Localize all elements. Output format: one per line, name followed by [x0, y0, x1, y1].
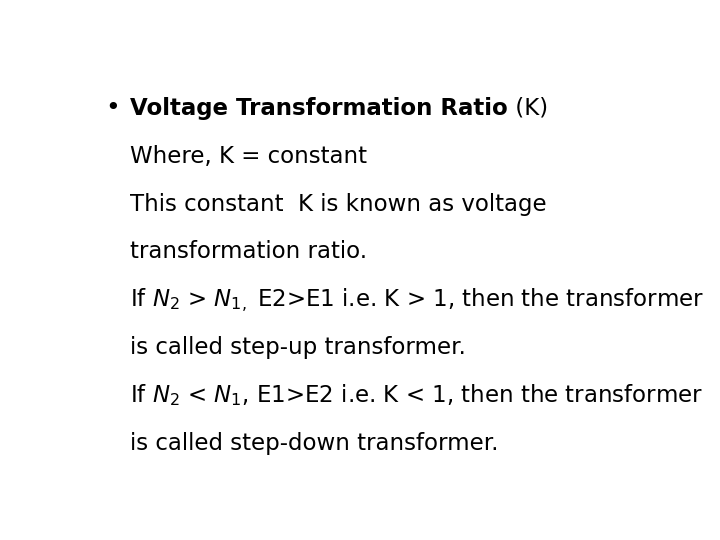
Text: transformation ratio.: transformation ratio.	[130, 240, 367, 264]
Text: is called step-up transformer.: is called step-up transformer.	[130, 336, 466, 359]
Text: Where, K = constant: Where, K = constant	[130, 145, 367, 168]
Text: If $N_2$ < $N_1$, E1>E2 i.e. K < 1, then the transformer: If $N_2$ < $N_1$, E1>E2 i.e. K < 1, then…	[130, 382, 703, 408]
Text: is called step-down transformer.: is called step-down transformer.	[130, 431, 499, 455]
Text: If $N_2$ > $N_{1,}$ E2>E1 i.e. K > 1, then the transformer: If $N_2$ > $N_{1,}$ E2>E1 i.e. K > 1, th…	[130, 286, 704, 314]
Text: This constant  K is known as voltage: This constant K is known as voltage	[130, 193, 546, 215]
Text: (K): (K)	[508, 97, 548, 120]
Text: Voltage Transformation Ratio: Voltage Transformation Ratio	[130, 97, 508, 120]
Text: •: •	[105, 97, 120, 120]
